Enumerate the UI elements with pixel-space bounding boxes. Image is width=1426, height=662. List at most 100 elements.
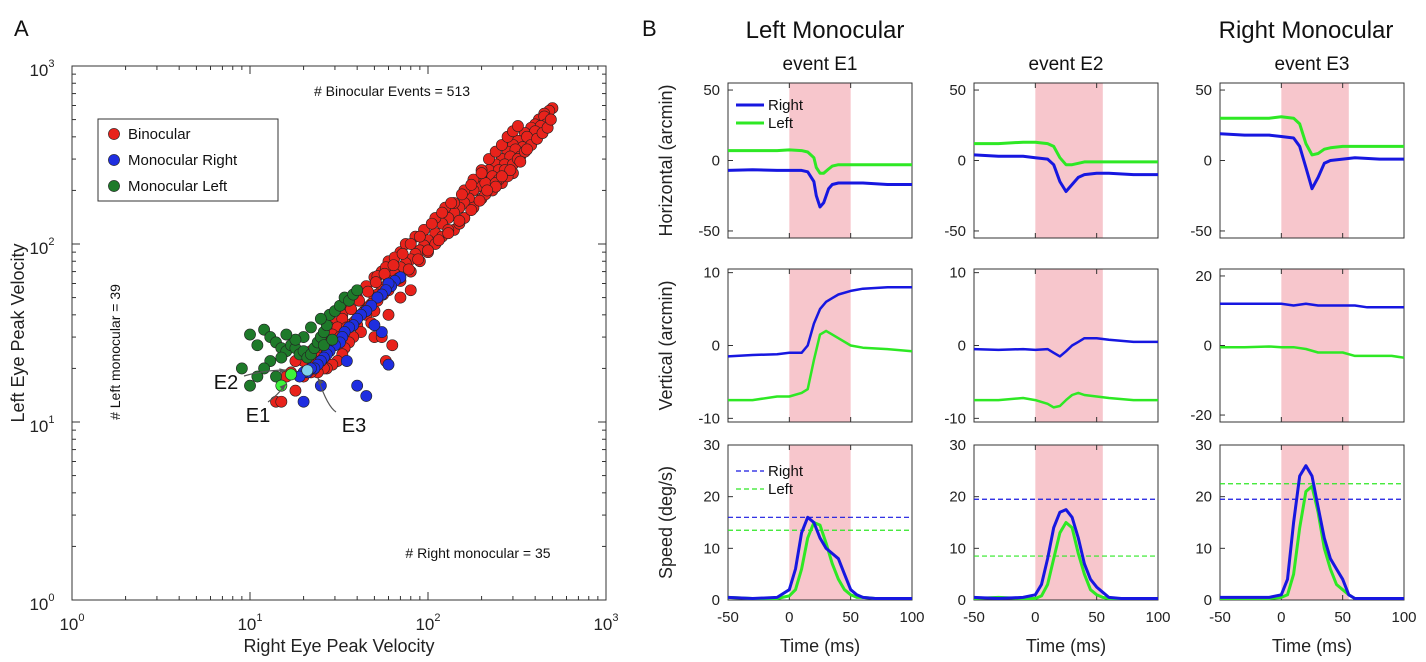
- panel-a-letter: A: [14, 16, 29, 41]
- x-axis-label: Time (ms): [780, 636, 860, 656]
- legend-label: Monocular Left: [128, 178, 228, 195]
- y-tick-label: 30: [1195, 437, 1212, 454]
- scatter-point-binocular: [362, 285, 374, 298]
- x-axis-label: Time (ms): [1272, 636, 1352, 656]
- y-tick-base: 10: [29, 595, 48, 614]
- x-tick-exponent: 3: [612, 612, 618, 624]
- event-window-shade: [1281, 269, 1349, 422]
- scatter-point-binocular: [465, 204, 478, 217]
- y-tick-label: 0: [1204, 153, 1212, 170]
- y-tick-label: -50: [698, 223, 720, 240]
- x-tick-exponent: 0: [78, 612, 84, 624]
- scatter-point-binocular: [442, 227, 455, 240]
- x-tick-label: 100: [1145, 609, 1170, 626]
- x-tick-label: 100: [899, 609, 924, 626]
- event-window-shade: [1035, 445, 1103, 600]
- right-monocular-count-annotation: # Right monocular = 35: [405, 545, 550, 561]
- group-right-monocular-title: Right Monocular: [1219, 17, 1394, 44]
- x-tick-label: 0: [1277, 609, 1285, 626]
- y-tick-label: -10: [698, 410, 720, 427]
- scatter-point-binocular: [387, 259, 400, 272]
- scatter-point-monocular-left: [244, 379, 256, 392]
- panel-frame: [727, 444, 913, 601]
- y-tick-label: -50: [1190, 223, 1212, 240]
- y-tick-label: 0: [1204, 338, 1212, 355]
- panel-frame: [1219, 444, 1405, 601]
- scatter-point-binocular: [370, 276, 382, 289]
- y-tick-base: 10: [29, 417, 48, 436]
- scatter-point-binocular: [544, 113, 557, 126]
- scatter-point-binocular: [425, 217, 438, 230]
- x-tick-base: 10: [237, 615, 256, 634]
- legend-label: Right: [768, 97, 804, 114]
- scatter-point-binocular: [394, 291, 407, 304]
- y-tick-label: 20: [1195, 268, 1212, 285]
- y-tick-label: -10: [944, 410, 966, 427]
- scatter-point-binocular: [495, 139, 508, 151]
- right-eye-trace: [727, 285, 912, 358]
- trace-panel-r1c3: -50 0 50: [1190, 82, 1405, 240]
- x-tick-exponent: 1: [256, 612, 262, 624]
- scatter-point-monocular-left: [270, 370, 282, 383]
- x-tick-exponent: 2: [434, 612, 440, 624]
- scatter-legend: Binocular Monocular Right Monocular Left: [97, 118, 279, 202]
- scatter-point-monocular-right: [375, 326, 388, 338]
- group-left-monocular-title: Left Monocular: [746, 17, 905, 44]
- y-tick-label: 10: [1195, 540, 1212, 557]
- scatter-point-binocular: [481, 184, 494, 197]
- scatter-point-monocular-left: [235, 362, 248, 375]
- x-tick-label: 0: [1031, 609, 1039, 626]
- column-title-3: event E3: [1275, 54, 1350, 75]
- legend-label: Right: [768, 463, 804, 480]
- y-tick-exponent: 3: [48, 58, 54, 70]
- y-tick-label: 50: [949, 82, 966, 99]
- trace-panel-r2c1: -10 0 10: [698, 265, 913, 427]
- y-tick-label: 10: [949, 265, 966, 282]
- right-eye-trace: [973, 508, 1158, 600]
- legend-label: Left: [768, 481, 794, 498]
- legend-box: [97, 118, 279, 202]
- scatter-point-monocular-left: [305, 321, 317, 334]
- scatter-y-axis-label: Left Eye Peak Velocity: [8, 243, 28, 422]
- left-eye-trace: [1220, 345, 1405, 359]
- legend-marker: [108, 154, 120, 166]
- y-tick-base: 10: [29, 61, 48, 80]
- scatter-point-binocular: [465, 178, 478, 191]
- scatter-point-binocular: [475, 167, 488, 180]
- event-marker-e2: [285, 368, 297, 381]
- y-tick-label: 102: [29, 236, 54, 258]
- scatter-point-monocular-left: [275, 351, 288, 364]
- scatter-point-monocular-left: [244, 328, 256, 341]
- y-tick-label: 20: [1195, 489, 1212, 506]
- scatter-point-binocular: [289, 384, 302, 397]
- x-tick-label: -50: [1209, 609, 1231, 626]
- x-tick-label: 50: [1088, 609, 1105, 626]
- event-label-e3: E3: [342, 415, 366, 437]
- y-tick-label: 0: [712, 592, 720, 609]
- scatter-point-monocular-left: [251, 339, 264, 352]
- event-arrowhead-e1: [279, 384, 286, 391]
- event-marker-e3: [301, 364, 314, 377]
- scatter-point-binocular: [504, 164, 517, 177]
- right-eye-trace: [973, 336, 1158, 358]
- y-tick-label: 50: [703, 82, 720, 99]
- row-label-1: Horizontal (arcmin): [656, 84, 676, 236]
- y-tick-label: 20: [949, 489, 966, 506]
- row-label-2: Vertical (arcmin): [656, 280, 676, 410]
- scatter-point-binocular: [402, 263, 415, 276]
- x-axis-label: Time (ms): [1026, 636, 1106, 656]
- scatter-point-monocular-right: [382, 358, 395, 371]
- scatter-x-axis-label: Right Eye Peak Velocity: [243, 636, 434, 656]
- scatter-point-monocular-left: [317, 339, 330, 352]
- row-label-3: Speed (deg/s): [656, 466, 676, 579]
- y-tick-label: 101: [29, 414, 54, 436]
- scatter-point-binocular: [436, 206, 448, 219]
- y-tick-base: 10: [29, 239, 48, 258]
- scatter-point-binocular: [483, 153, 495, 165]
- scatter-point-binocular: [521, 143, 533, 156]
- x-tick-label: 100: [1391, 609, 1416, 626]
- right-eye-trace: [727, 168, 912, 209]
- x-tick-label: -50: [963, 609, 985, 626]
